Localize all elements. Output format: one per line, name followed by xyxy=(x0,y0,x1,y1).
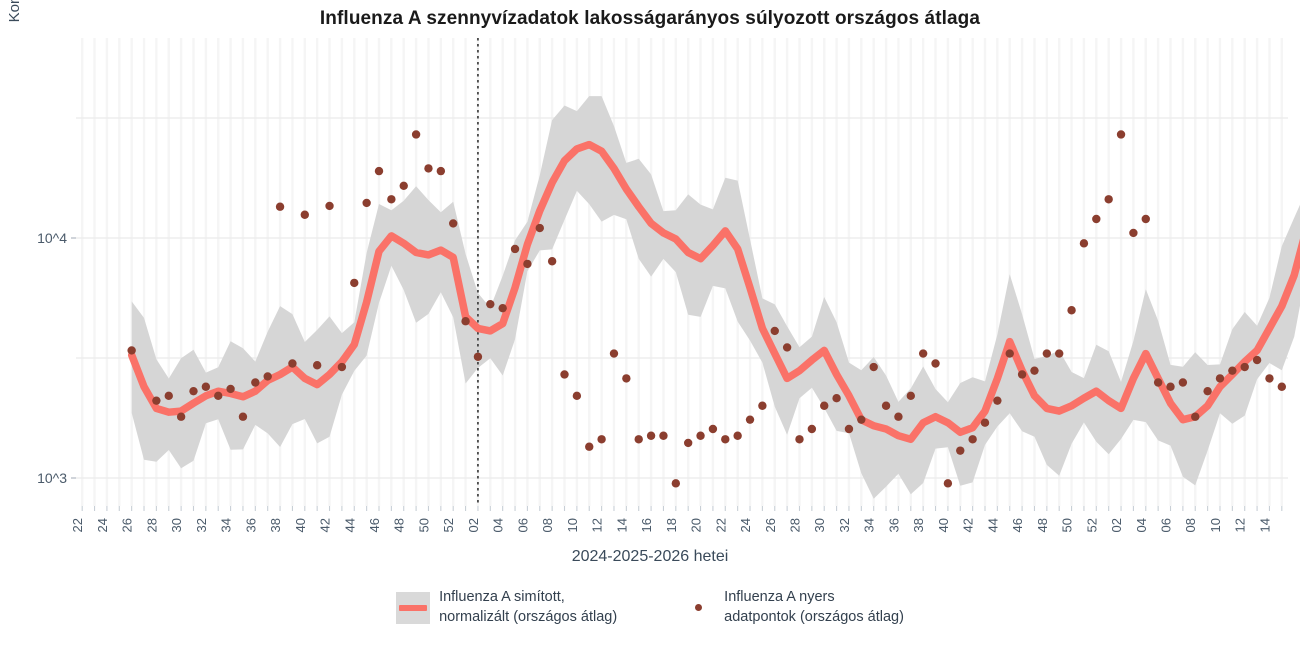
svg-text:52: 52 xyxy=(1084,518,1099,532)
svg-text:42: 42 xyxy=(318,518,333,532)
svg-text:10^4: 10^4 xyxy=(37,230,67,246)
legend-label-smoothed: Influenza A simított, normalizált (orszá… xyxy=(439,589,618,625)
svg-text:10: 10 xyxy=(565,518,580,532)
svg-text:06: 06 xyxy=(515,518,530,532)
svg-text:42: 42 xyxy=(961,518,976,532)
svg-text:26: 26 xyxy=(763,518,778,532)
chart-legend: Influenza A simított, normalizált (orszá… xyxy=(0,588,1300,627)
svg-text:06: 06 xyxy=(1159,518,1174,532)
svg-text:22: 22 xyxy=(70,518,85,532)
ribbon-line-key-icon xyxy=(396,591,431,624)
svg-text:04: 04 xyxy=(1134,518,1149,532)
svg-text:04: 04 xyxy=(491,518,506,532)
svg-text:50: 50 xyxy=(1060,518,1075,532)
svg-text:10^3: 10^3 xyxy=(37,470,67,486)
legend-entry-smoothed[interactable]: Influenza A simított, normalizált (orszá… xyxy=(396,588,617,627)
point-key-icon xyxy=(681,592,715,624)
svg-text:14: 14 xyxy=(614,518,629,532)
svg-text:32: 32 xyxy=(837,518,852,532)
legend-label-raw: Influenza A nyers adatpontok (országos á… xyxy=(724,589,904,625)
chart-title: Influenza A szennyvízadatok lakosságarán… xyxy=(319,8,981,29)
svg-text:32: 32 xyxy=(194,518,209,532)
svg-text:16: 16 xyxy=(639,518,654,532)
svg-text:44: 44 xyxy=(985,518,1000,532)
svg-text:24: 24 xyxy=(95,518,110,532)
svg-text:38: 38 xyxy=(268,518,283,532)
svg-text:08: 08 xyxy=(540,518,555,532)
svg-text:02: 02 xyxy=(466,518,481,532)
svg-text:14: 14 xyxy=(1257,518,1272,532)
svg-text:36: 36 xyxy=(886,518,901,532)
svg-text:24: 24 xyxy=(738,518,753,532)
svg-text:46: 46 xyxy=(1010,518,1025,532)
svg-text:44: 44 xyxy=(342,518,357,532)
svg-text:48: 48 xyxy=(392,518,407,532)
plot-area: 10^4 10^3 22 24 26 28 30 32 34 36 38 40 42 44 46 48 50 52… xyxy=(37,38,1300,532)
svg-text:52: 52 xyxy=(441,518,456,532)
svg-text:50: 50 xyxy=(417,518,432,532)
svg-text:30: 30 xyxy=(812,518,827,532)
svg-text:38: 38 xyxy=(911,518,926,532)
svg-text:28: 28 xyxy=(144,518,159,532)
x-axis-title: 2024-2025-2026 hetei xyxy=(571,548,729,565)
svg-text:46: 46 xyxy=(367,518,382,532)
svg-text:20: 20 xyxy=(689,518,704,532)
svg-text:34: 34 xyxy=(862,518,877,532)
svg-text:34: 34 xyxy=(219,518,234,532)
svg-text:48: 48 xyxy=(1035,518,1050,532)
svg-text:18: 18 xyxy=(664,518,679,532)
svg-text:02: 02 xyxy=(1109,518,1124,532)
svg-text:40: 40 xyxy=(293,518,308,532)
svg-text:22: 22 xyxy=(713,518,728,532)
svg-text:10: 10 xyxy=(1208,518,1223,532)
svg-text:26: 26 xyxy=(120,518,135,532)
svg-text:30: 30 xyxy=(169,518,184,532)
svg-text:12: 12 xyxy=(590,518,605,532)
svg-text:28: 28 xyxy=(788,518,803,532)
legend-entry-raw[interactable]: Influenza A nyers adatpontok (országos á… xyxy=(681,588,904,627)
svg-text:08: 08 xyxy=(1183,518,1198,532)
svg-text:40: 40 xyxy=(936,518,951,532)
svg-text:12: 12 xyxy=(1233,518,1248,532)
svg-text:36: 36 xyxy=(243,518,258,532)
